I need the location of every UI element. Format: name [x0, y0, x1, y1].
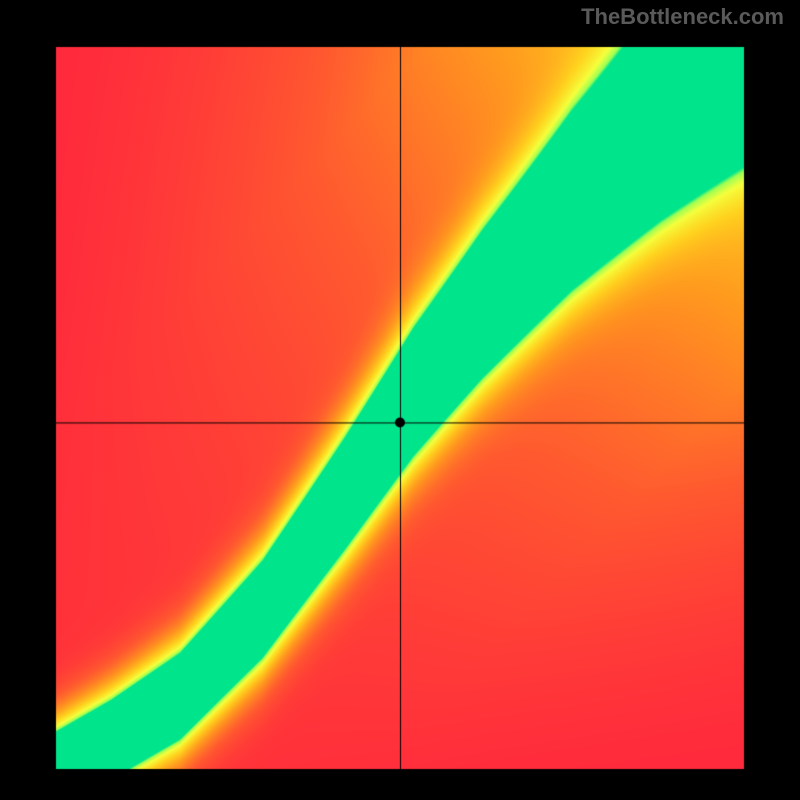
bottleneck-heatmap — [0, 0, 800, 800]
